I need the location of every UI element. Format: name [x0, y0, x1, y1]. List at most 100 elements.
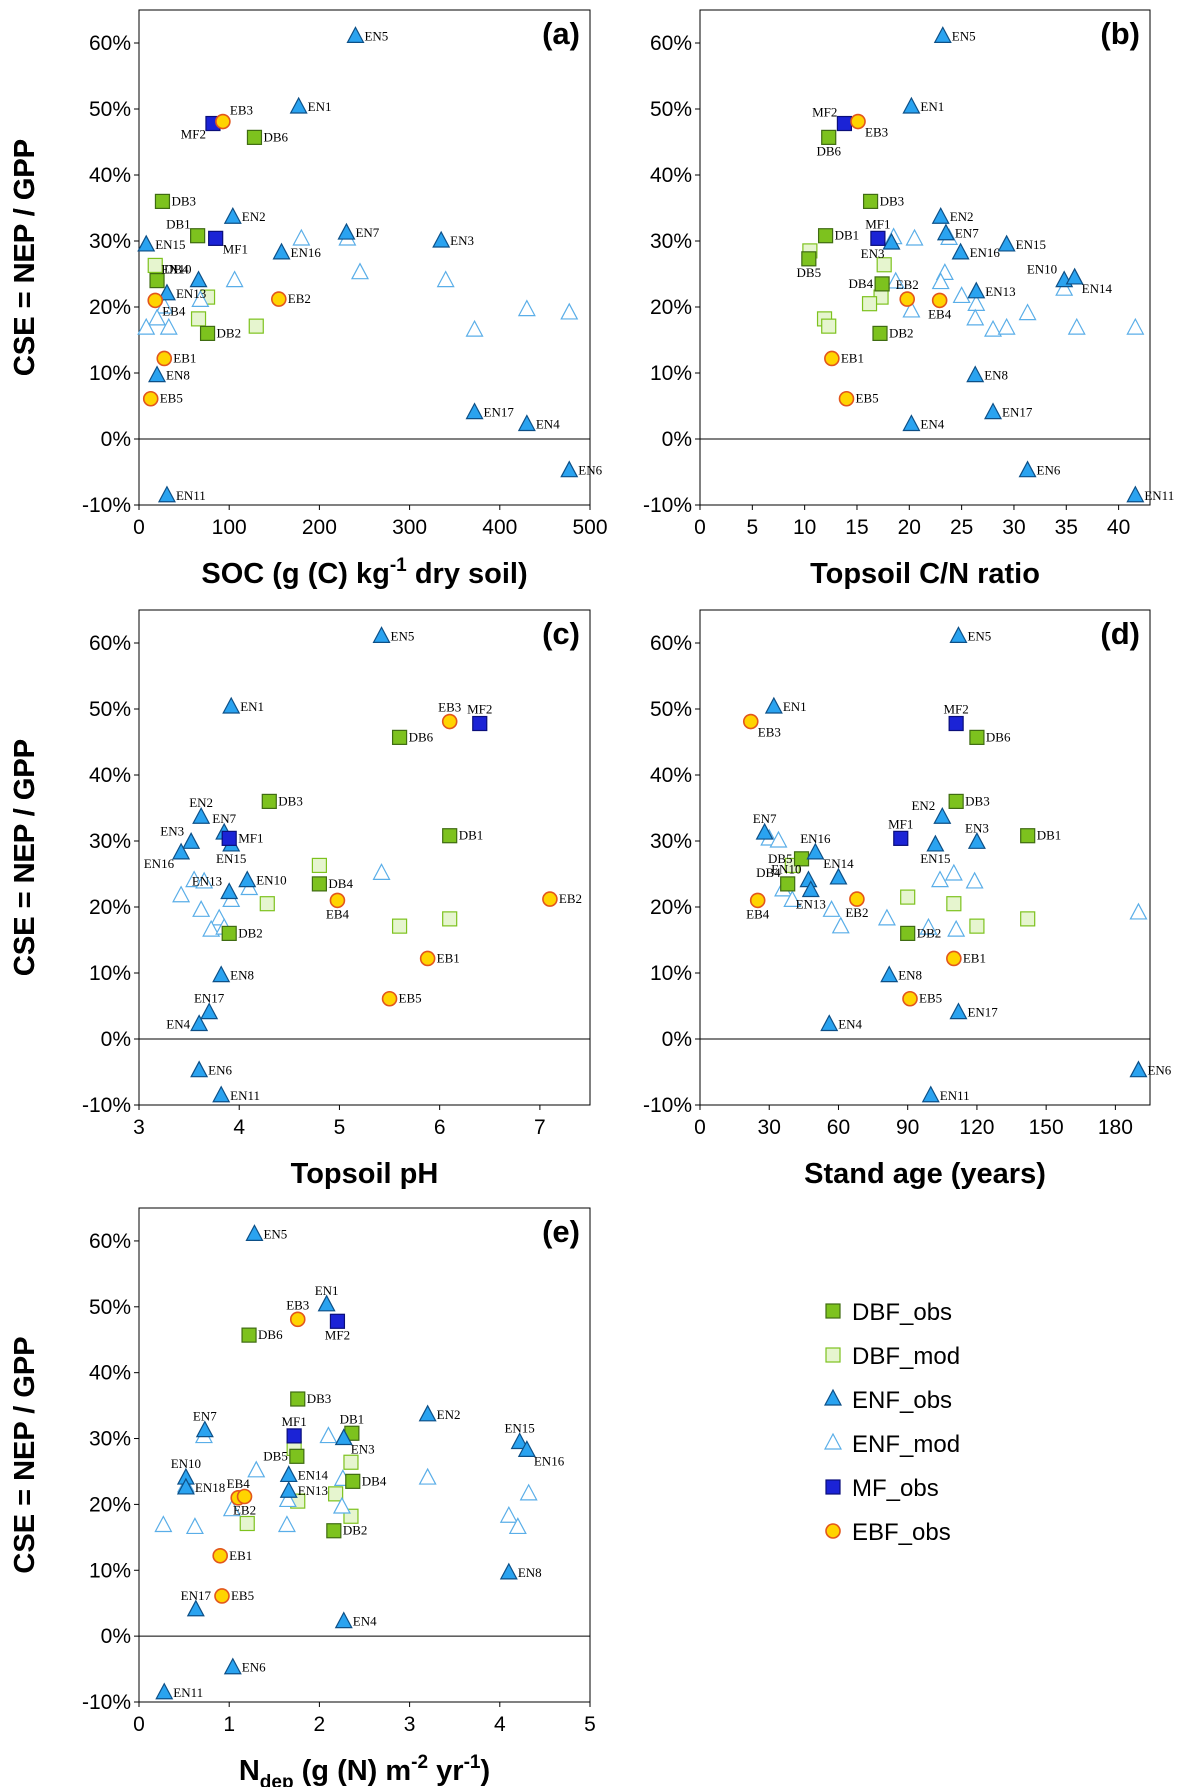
- point-enf-obs: [157, 283, 176, 301]
- x-tick-label: 0: [133, 1713, 145, 1736]
- point-enf-obs: [926, 834, 945, 852]
- y-tick-label: 30%: [650, 230, 692, 253]
- point-enf-obs: [465, 402, 484, 420]
- point-label: EN3: [861, 246, 885, 261]
- point-enf-mod: [905, 228, 924, 246]
- x-tick-label: 4: [233, 1116, 245, 1139]
- point-label: EN6: [242, 1660, 266, 1675]
- legend-marker-enf-obs: [824, 1388, 842, 1406]
- point-label: EN4: [838, 1016, 862, 1031]
- x-tick-label: 3: [133, 1116, 145, 1139]
- point-ebf-obs: [849, 891, 865, 907]
- legend-marker-dbf-mod: [825, 1347, 841, 1363]
- point-enf-obs: [317, 1294, 336, 1312]
- y-tick-label: 60%: [89, 32, 131, 55]
- point-mf-obs: [472, 715, 488, 732]
- point-label: DB1: [459, 828, 484, 843]
- point-dbf-mod: [946, 896, 962, 912]
- x-tick-label: 40: [1107, 516, 1130, 539]
- y-tick-label: 50%: [89, 698, 131, 721]
- legend-label: EBF_obs: [852, 1519, 951, 1546]
- point-enf-mod: [783, 890, 802, 908]
- point-label: EN2: [189, 795, 213, 810]
- point-enf-obs: [432, 230, 451, 248]
- point-label: EN17: [194, 991, 225, 1006]
- point-enf-mod: [931, 870, 949, 888]
- y-tick-label: -10%: [82, 1094, 131, 1117]
- point-label: EN3: [160, 823, 184, 838]
- x-label-sub: dep: [260, 1772, 294, 1787]
- point-enf-obs: [902, 414, 921, 432]
- point-mf-obs: [893, 830, 909, 846]
- point-label: DB4: [362, 1473, 387, 1488]
- point-enf-obs: [921, 1085, 940, 1103]
- point-label: EN6: [578, 463, 602, 478]
- point-enf-mod: [319, 1426, 338, 1444]
- point-enf-mod: [967, 294, 986, 311]
- point-label: EN17: [484, 405, 515, 420]
- point-label: EN16: [291, 245, 322, 260]
- point-enf-obs: [997, 234, 1016, 252]
- point-label: EB3: [758, 725, 781, 740]
- point-label: EB3: [286, 1297, 309, 1312]
- point-dbf-mod: [900, 889, 916, 905]
- point-label: EB2: [896, 277, 919, 292]
- x-axis-label: SOC (g (C) kg-1 dry soil): [201, 555, 527, 590]
- x-label-text: Topsoil C/N ratio: [810, 558, 1040, 590]
- point-label: DB2: [343, 1523, 368, 1538]
- point-enf-mod: [185, 1517, 204, 1535]
- point-ebf-obs: [542, 891, 558, 907]
- legend: DBF_obs DBF_mod ENF_obs ENF_mod MF_obs EBF_ob…: [824, 1299, 960, 1546]
- point-enf-obs: [223, 1657, 242, 1675]
- y-tick-label: 60%: [89, 632, 131, 655]
- point-enf-obs: [220, 882, 239, 900]
- point-dbf-mod: [821, 318, 837, 334]
- point-label: EN4: [920, 416, 944, 431]
- y-tick-label: 30%: [89, 1428, 131, 1451]
- point-dbf-mod: [190, 311, 207, 327]
- x-tick-label: 0: [694, 1116, 706, 1139]
- x-tick-label: 20: [898, 516, 921, 539]
- point-enf-obs: [190, 1014, 209, 1032]
- point-label: EN8: [518, 1565, 542, 1580]
- legend-marker-dbf-obs: [825, 1303, 841, 1319]
- point-ebf-obs: [742, 713, 759, 730]
- point-enf-mod: [919, 917, 938, 935]
- point-ebf-obs: [147, 292, 164, 309]
- point-dbf-obs: [780, 876, 796, 892]
- point-enf-obs: [157, 485, 176, 503]
- point-enf-mod: [1129, 902, 1148, 920]
- point-enf-mod: [965, 871, 984, 889]
- point-enf-obs: [192, 806, 211, 824]
- point-enf-obs: [936, 223, 955, 241]
- y-tick-label: 50%: [650, 98, 692, 121]
- point-dbf-mod: [969, 918, 985, 934]
- point-label: EN4: [353, 1614, 377, 1629]
- point-label: MF2: [325, 1327, 350, 1342]
- y-tick-label: 0%: [101, 1625, 131, 1648]
- point-label: MF1: [281, 1414, 306, 1429]
- point-label: EN4: [166, 1016, 190, 1031]
- point-enf-mod: [984, 319, 1003, 337]
- x-axis-label: Topsoil pH: [291, 1158, 439, 1190]
- point-ebf-obs: [214, 1588, 230, 1604]
- panel-label: (b): [1100, 16, 1140, 51]
- chart-panel-5: -10% 0% 10% 20% 30% 40% 50% 60% 0 1 2 3 4 5 (e) CSE = N…: [9, 1207, 596, 1787]
- point-label: EN15: [216, 851, 246, 866]
- point-label: DB3: [171, 193, 196, 208]
- point-label: EN11: [940, 1088, 970, 1103]
- point-ebf-obs: [156, 350, 173, 367]
- point-enf-obs: [238, 870, 257, 888]
- point-label: EN3: [450, 233, 474, 248]
- point-enf-mod: [944, 863, 963, 881]
- point-ebf-obs: [946, 950, 962, 967]
- point-label: EN7: [355, 225, 379, 240]
- point-enf-mod: [519, 1483, 538, 1501]
- point-label: EN17: [1002, 405, 1033, 420]
- point-dbf-mod: [861, 296, 878, 312]
- point-label: EB2: [559, 891, 582, 906]
- point-dbf-obs: [289, 1448, 305, 1464]
- point-label: DB4: [164, 262, 189, 277]
- point-label: EN8: [230, 968, 254, 983]
- point-enf-obs: [155, 1682, 174, 1700]
